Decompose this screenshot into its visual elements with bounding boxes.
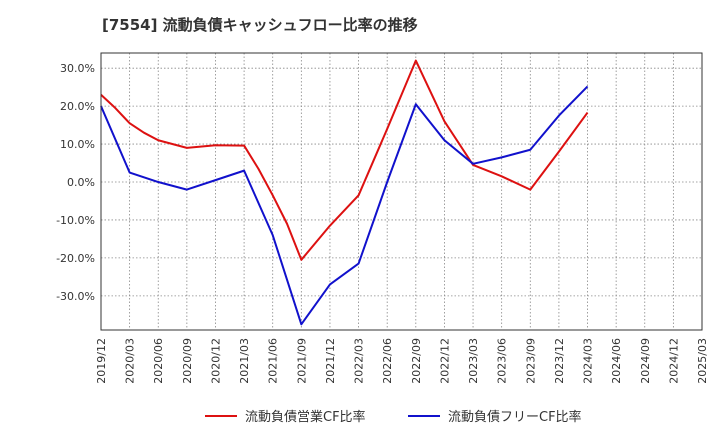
x-tick-label: 2022/03 (353, 338, 366, 384)
x-tick-label: 2021/12 (324, 338, 337, 384)
x-tick-label: 2022/12 (438, 338, 451, 384)
plot-frame (100, 52, 703, 331)
x-tick-label: 2019/12 (95, 338, 108, 384)
y-tick-label: -20.0% (56, 252, 95, 265)
x-tick-label: 2020/03 (124, 338, 137, 384)
x-tick-label: 2024/09 (639, 338, 652, 384)
x-tick-label: 2021/09 (295, 338, 308, 384)
y-tick-label: -10.0% (56, 214, 95, 227)
x-tick-label: 2025/03 (696, 338, 709, 384)
x-tick-label: 2024/03 (582, 338, 595, 384)
legend: 流動負債営業CF比率 流動負債フリーCF比率 (205, 409, 582, 425)
y-tick-label: 10.0% (60, 138, 95, 151)
x-axis-ticks: 2019/12 2020/03 2020/06 2020/09 2020/12 2021/… (95, 338, 709, 384)
series-line-1 (100, 59, 589, 261)
x-tick-label: 2024/06 (610, 338, 623, 384)
x-tick-label: 2023/09 (524, 338, 537, 384)
series-lines (100, 59, 589, 326)
legend-label-1: 流動負債営業CF比率 (245, 409, 366, 425)
y-axis-ticks: 30.0% 20.0% 10.0% 0.0% -10.0% -20.0% -30.0% (56, 62, 95, 303)
x-tick-label: 2021/03 (238, 338, 251, 384)
x-tick-label: 2020/09 (181, 338, 194, 384)
legend-label-2: 流動負債フリーCF比率 (448, 409, 582, 425)
x-tick-label: 2021/06 (267, 338, 280, 384)
y-tick-label: 20.0% (60, 100, 95, 113)
y-tick-label: 0.0% (67, 176, 95, 189)
x-tick-label: 2022/09 (410, 338, 423, 384)
x-tick-label: 2022/06 (381, 338, 394, 384)
grid (100, 53, 703, 330)
x-tick-label: 2020/12 (209, 338, 222, 384)
x-tick-label: 2023/06 (496, 338, 509, 384)
y-tick-label: 30.0% (60, 62, 95, 75)
chart-title: [7554] 流動負債キャッシュフロー比率の推移 (102, 16, 418, 34)
x-tick-label: 2024/12 (667, 338, 680, 384)
x-tick-label: 2023/12 (553, 338, 566, 384)
series-line-2 (100, 85, 589, 326)
x-tick-label: 2023/03 (467, 338, 480, 384)
x-tick-label: 2020/06 (152, 338, 165, 384)
y-tick-label: -30.0% (56, 290, 95, 303)
